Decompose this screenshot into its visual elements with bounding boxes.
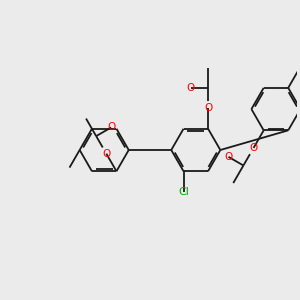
Text: O: O bbox=[102, 149, 110, 159]
Text: O: O bbox=[204, 103, 212, 113]
Text: O: O bbox=[249, 143, 258, 153]
Text: Cl: Cl bbox=[178, 187, 189, 196]
Text: O: O bbox=[224, 152, 232, 162]
Text: O: O bbox=[107, 122, 115, 133]
Text: O: O bbox=[187, 83, 195, 93]
